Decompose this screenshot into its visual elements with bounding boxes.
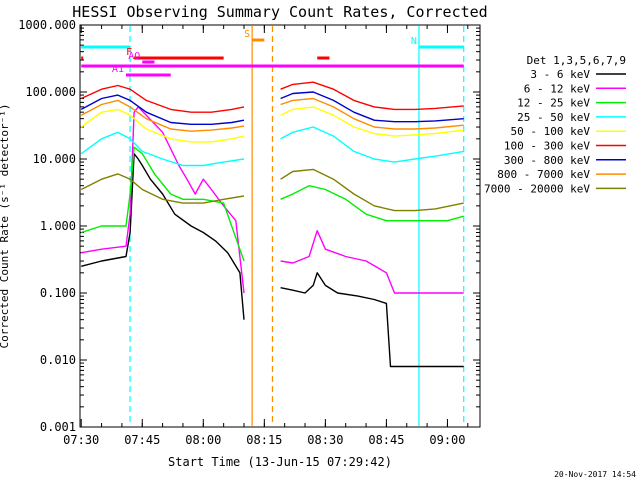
y-tick-label: 10.000: [33, 152, 76, 166]
y-axis-label: Corrected Count Rate (s⁻¹ detector⁻¹): [0, 103, 11, 348]
series-line: [80, 91, 464, 125]
plot-area: N F S AQ A1: [79, 24, 481, 428]
y-axis-tick-labels: 0.001 0.010 0.100 1.000 10.000 100.000 1000.00…: [18, 18, 76, 434]
series-layer: [80, 81, 464, 368]
x-tick-label: 08:30: [307, 433, 343, 447]
x-tick-label: 08:00: [185, 433, 221, 447]
legend-label: 100 - 300 keV: [504, 140, 590, 153]
y-tick-label: 0.001: [40, 420, 76, 434]
flag-bars: N F S AQ A1: [81, 29, 464, 77]
series-line: [81, 153, 464, 368]
y-tick-label: 0.010: [40, 353, 76, 367]
generation-timestamp: 20-Nov-2017 14:54: [554, 470, 636, 479]
flag-label: N: [411, 36, 417, 47]
legend-label: 6 - 12 keV: [524, 82, 591, 95]
x-axis-label: Start Time (13-Jun-15 07:29:42): [168, 455, 392, 469]
x-tick-label: 07:30: [63, 433, 99, 447]
y-tick-label: 1000.000: [18, 18, 76, 32]
legend-label: 300 - 800 keV: [504, 154, 590, 167]
x-tick-label: 08:45: [368, 433, 404, 447]
x-axis-tick-labels: 07:30 07:45 08:00 08:15 08:30 08:45 09:00: [63, 433, 465, 447]
legend-label: 800 - 7000 keV: [497, 168, 590, 181]
y-tick-label: 1.000: [40, 219, 76, 233]
axis-ticks: [80, 24, 480, 428]
flag-label: F: [126, 47, 132, 58]
flag-label: AQ: [128, 51, 140, 62]
x-tick-label: 07:45: [124, 433, 160, 447]
flag-label: S: [244, 29, 250, 40]
legend-header: Det 1,3,5,6,7,9: [527, 54, 626, 67]
flag-label: A1: [112, 64, 124, 75]
series-line: [80, 97, 464, 132]
y-tick-label: 100.000: [25, 85, 76, 99]
legend-label: 7000 - 20000 keV: [484, 182, 590, 195]
series-line: [81, 106, 464, 294]
series-line: [80, 146, 464, 262]
series-line: [80, 81, 464, 113]
legend-label: 25 - 50 keV: [517, 111, 590, 124]
legend-label: 3 - 6 keV: [530, 68, 590, 81]
chart-title: HESSI Observing Summary Count Rates, Cor…: [72, 3, 487, 21]
series-line: [80, 106, 464, 143]
x-tick-label: 08:15: [246, 433, 282, 447]
legend-label: 12 - 25 keV: [517, 97, 590, 110]
x-tick-label: 09:00: [429, 433, 465, 447]
legend-label: 50 - 100 keV: [511, 125, 591, 138]
y-tick-label: 0.100: [40, 286, 76, 300]
series-line: [80, 168, 464, 212]
series-line: [80, 126, 464, 167]
interval-markers: [129, 26, 465, 426]
